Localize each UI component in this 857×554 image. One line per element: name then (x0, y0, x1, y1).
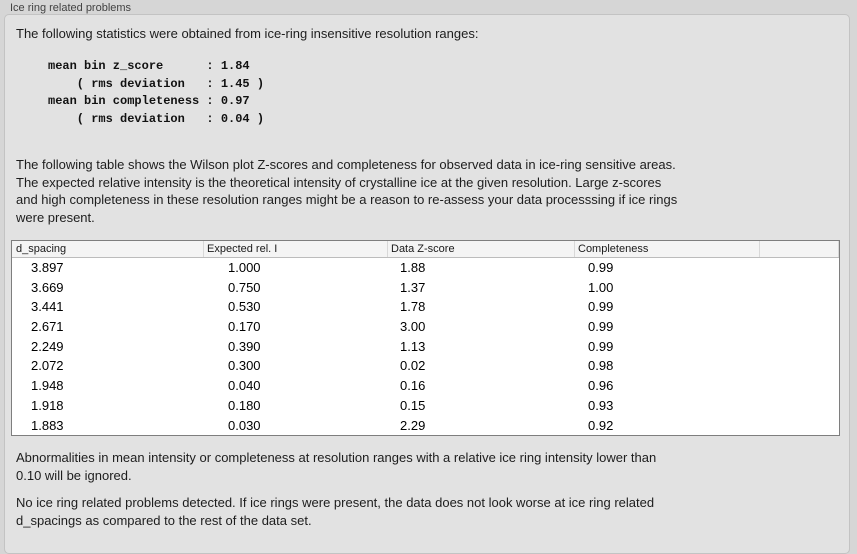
table-cell-empty (759, 416, 839, 436)
table-cell: 1.948 (31, 378, 64, 394)
table-cell: 2.249 (31, 338, 64, 354)
table-cell: 3.669 (31, 279, 64, 295)
table-row[interactable]: 3.669 0.750 1.37 1.00 (12, 278, 839, 298)
column-header-data-z-score[interactable]: Data Z-score (387, 241, 574, 257)
table-cell: 0.99 (588, 319, 614, 335)
table-row[interactable]: 3.441 0.530 1.78 0.99 (12, 297, 839, 317)
table-cell: 0.750 (228, 279, 261, 295)
table-cell: 0.16 (400, 378, 426, 394)
table-cell: 2.29 (400, 417, 426, 433)
column-header-expected-rel-i[interactable]: Expected rel. I (203, 241, 387, 257)
table-cell: 0.99 (588, 338, 614, 354)
table-cell-empty (759, 297, 839, 317)
table-row[interactable]: 2.671 0.170 3.00 0.99 (12, 317, 839, 337)
column-header-d-spacing[interactable]: d_spacing (16, 243, 67, 255)
table-cell-empty (759, 258, 839, 278)
table-cell: 0.170 (228, 319, 261, 335)
stats-block: mean bin z_score : 1.84 ( rms deviation … (48, 59, 265, 126)
table-cell: 0.180 (228, 397, 261, 413)
table-row[interactable]: 1.918 0.180 0.15 0.93 (12, 396, 839, 416)
table-header-row: d_spacing Expected rel. I Data Z-score C… (12, 241, 839, 258)
table-cell: 0.02 (400, 358, 426, 374)
table-cell-empty (759, 337, 839, 357)
table-cell: 0.300 (228, 358, 261, 374)
table-cell: 0.390 (228, 338, 261, 354)
table-row[interactable]: 1.948 0.040 0.16 0.96 (12, 376, 839, 396)
table-row[interactable]: 1.883 0.030 2.29 0.92 (12, 416, 839, 436)
table-cell-empty (759, 317, 839, 337)
table-cell-empty (759, 376, 839, 396)
table-cell: 1.78 (400, 299, 426, 315)
column-header-completeness[interactable]: Completeness (574, 241, 759, 257)
table-cell: 1.37 (400, 279, 426, 295)
table-cell: 1.88 (400, 260, 426, 275)
table-cell: 3.441 (31, 299, 64, 315)
table-cell: 1.00 (588, 279, 614, 295)
table-cell: 0.99 (588, 299, 614, 315)
group-box-title: Ice ring related problems (10, 2, 132, 14)
table-row[interactable]: 2.249 0.390 1.13 0.99 (12, 337, 839, 357)
table-cell: 0.92 (588, 417, 614, 433)
table-cell: 0.030 (228, 417, 261, 433)
table-cell: 1.000 (228, 260, 261, 275)
table-cell: 1.918 (31, 397, 64, 413)
table-cell-empty (759, 356, 839, 376)
table-cell: 3.897 (31, 260, 64, 275)
table-row[interactable]: 3.897 1.000 1.88 0.99 (12, 258, 839, 278)
table-cell: 0.040 (228, 378, 261, 394)
table-row[interactable]: 2.072 0.300 0.02 0.98 (12, 356, 839, 376)
table-body: 3.897 1.000 1.88 0.99 3.669 0.750 1.37 1.00 3.44… (12, 258, 839, 435)
table-cell: 0.15 (400, 397, 426, 413)
table-cell: 3.00 (400, 319, 426, 335)
table-cell: 0.93 (588, 397, 614, 413)
table-cell: 0.530 (228, 299, 261, 315)
table-cell: 1.13 (400, 338, 426, 354)
table-description-text: The following table shows the Wilson plo… (16, 157, 678, 225)
table-cell: 0.98 (588, 358, 614, 374)
column-header-empty[interactable] (759, 241, 839, 257)
ice-ring-table: d_spacing Expected rel. I Data Z-score C… (11, 240, 840, 437)
table-cell: 0.96 (588, 378, 614, 394)
table-cell: 0.99 (588, 260, 614, 275)
table-cell: 1.883 (31, 417, 64, 433)
table-cell: 2.671 (31, 319, 64, 335)
table-cell: 2.072 (31, 358, 64, 374)
table-cell-empty (759, 396, 839, 416)
conclusion-text: No ice ring related problems detected. I… (16, 495, 655, 528)
ignore-threshold-note: Abnormalities in mean intensity or compl… (16, 450, 657, 483)
intro-text: The following statistics were obtained f… (16, 26, 479, 41)
table-cell-empty (759, 278, 839, 298)
ice-ring-report-panel: The following statistics were obtained f… (4, 14, 850, 554)
